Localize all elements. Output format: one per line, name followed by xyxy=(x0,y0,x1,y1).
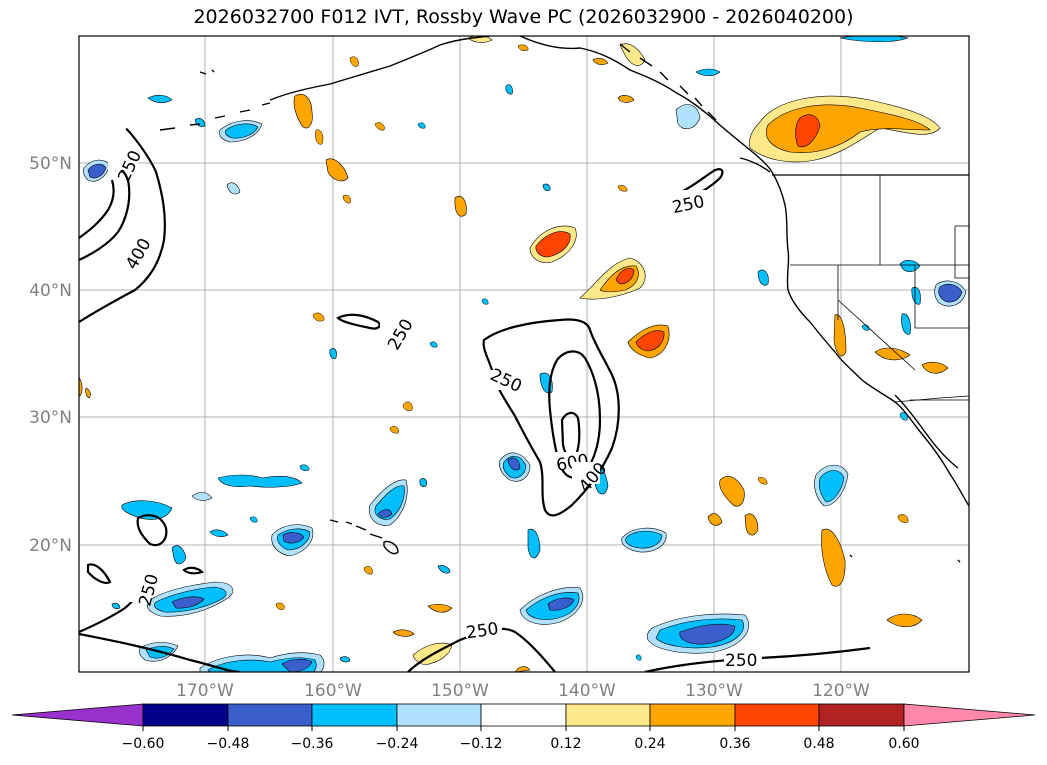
colorbar-segment xyxy=(734,703,820,727)
lon-label-160w: 160°W xyxy=(304,681,362,701)
map-frame xyxy=(78,35,970,673)
colorbar-segment xyxy=(227,703,313,727)
coastlines xyxy=(159,36,969,563)
lat-label-30n: 30°N xyxy=(29,408,72,428)
colorbar-segment xyxy=(142,703,229,727)
lat-label-20n: 20°N xyxy=(29,536,72,556)
colorbar-tick-label: 0.24 xyxy=(634,736,665,752)
contour-label: 250 xyxy=(465,619,500,643)
longitude-labels: 170°W 160°W 150°W 140°W 130°W 120°W xyxy=(176,681,870,701)
colorbar-segment xyxy=(480,703,567,727)
lon-label-140w: 140°W xyxy=(558,681,616,701)
colorbar-min-extend xyxy=(11,703,144,727)
positive-anomalies xyxy=(79,36,949,672)
lon-label-150w: 150°W xyxy=(431,681,489,701)
colorbar-tick-label: −0.48 xyxy=(207,736,250,752)
colorbar-segment xyxy=(396,703,482,727)
figure-title: 2026032700 F012 IVT, Rossby Wave PC (202… xyxy=(193,6,854,28)
colorbar-tick-label: 0.60 xyxy=(888,736,919,752)
colorbar-tick-label: −0.12 xyxy=(460,736,503,752)
colorbar-tick-label: −0.24 xyxy=(376,736,419,752)
colorbar-max-extend xyxy=(903,703,1036,727)
scattered-small-anomalies xyxy=(249,44,909,661)
lat-label-40n: 40°N xyxy=(29,281,72,301)
colorbar-segment xyxy=(311,703,398,727)
colorbar-segment xyxy=(565,703,651,727)
colorbar-tick-labels: −0.60 −0.48 −0.36 −0.24 −0.12 0.12 0.24 … xyxy=(122,736,920,752)
colorbar-tick-label: 0.12 xyxy=(550,736,581,752)
lon-label-170w: 170°W xyxy=(176,681,234,701)
colorbar xyxy=(11,703,1036,727)
colorbar-segment xyxy=(649,703,736,727)
lat-label-50n: 50°N xyxy=(29,154,72,174)
colorbar-tick-label: 0.48 xyxy=(803,736,834,752)
lon-label-120w: 120°W xyxy=(812,681,870,701)
colorbar-segment xyxy=(818,703,905,727)
colorbar-tick-label: −0.36 xyxy=(291,736,334,752)
colorbar-tick-label: 0.36 xyxy=(719,736,750,752)
colorbar-tick-label: −0.60 xyxy=(122,736,165,752)
lon-label-130w: 130°W xyxy=(685,681,743,701)
contour-label: 250 xyxy=(725,651,757,671)
colorbar-ticks xyxy=(142,726,905,731)
latitude-labels: 50°N 40°N 30°N 20°N xyxy=(29,154,72,556)
